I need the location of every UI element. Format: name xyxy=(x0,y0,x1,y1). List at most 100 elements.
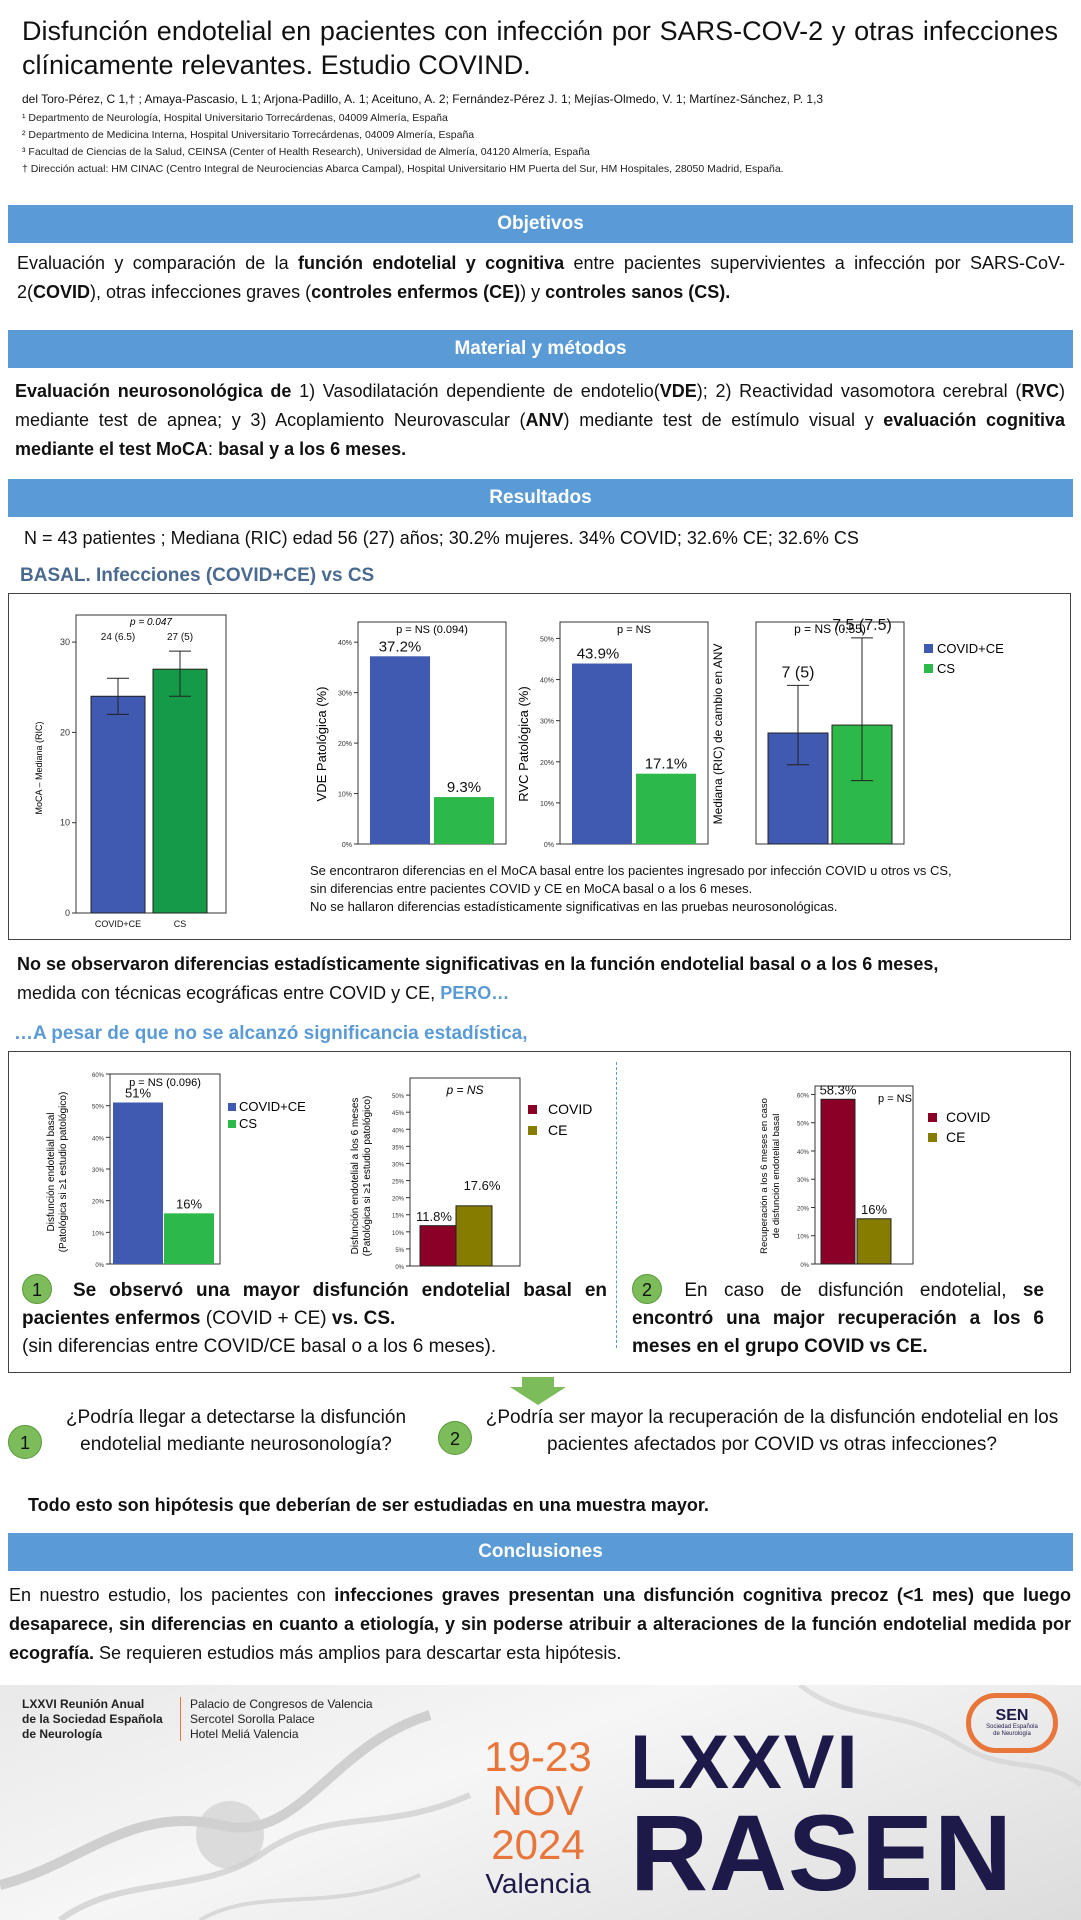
y-tick-label: 20% xyxy=(392,1197,405,1203)
footer-separator xyxy=(180,1697,181,1741)
finding-2-number: 2 xyxy=(632,1274,662,1304)
bar-ce xyxy=(455,1205,493,1267)
legend-swatch-covid-ce xyxy=(924,644,933,653)
data-label: 51% xyxy=(125,1086,151,1101)
legend-label-covid-ce: COVID+CE xyxy=(937,641,1004,656)
disf-6m-pvalue: p = NS xyxy=(445,1083,483,1097)
y-tick-label: 10% xyxy=(797,1235,810,1241)
y-tick-label: 30% xyxy=(92,1168,105,1174)
data-label: 27 (5) xyxy=(167,632,193,643)
question-1: ¿Podría llegar a detectarse la disfunció… xyxy=(65,1407,407,1455)
neuron-background-image xyxy=(0,1685,1081,1920)
y-tick-label: 30% xyxy=(540,719,554,726)
note-2: sin diferencias entre pacientes COVID y … xyxy=(310,881,753,896)
data-label: 16% xyxy=(861,1202,887,1217)
bar-cs xyxy=(434,797,494,844)
y-tick-label: 0% xyxy=(800,1263,809,1269)
bar-cs xyxy=(152,668,208,914)
y-tick-label: 10% xyxy=(540,801,554,808)
rvc-plot-frame xyxy=(559,621,709,845)
bar-covid-ce xyxy=(370,656,430,844)
data-label: 16% xyxy=(176,1196,202,1211)
vde-pvalue: p = NS (0.094) xyxy=(396,624,468,636)
metodos-text: Evaluación neurosonológica de 1) Vasodil… xyxy=(15,381,1065,459)
data-label: 37.2% xyxy=(379,638,422,655)
results-summary: N = 43 patientes ; Mediana (RIC) edad 56… xyxy=(24,528,859,548)
down-arrow-icon xyxy=(510,1377,566,1405)
anv-chart: 7 (5) 7.5 (7.5) Mediana (RIC) de cambio e… xyxy=(711,617,905,845)
bar-covid-ce xyxy=(572,663,632,844)
rvc-pvalue: p = NS xyxy=(617,624,651,636)
anv-plot-frame xyxy=(755,621,905,845)
findings-divider xyxy=(616,1062,617,1348)
y-tick-label: 0% xyxy=(342,842,352,849)
y-tick-label: 30% xyxy=(392,1162,405,1168)
legend-label-covid-ce: COVID+CE xyxy=(239,1099,306,1114)
pesar-heading: …A pesar de que no se alcanzó significan… xyxy=(14,1023,528,1044)
bar-covid-ce xyxy=(113,1102,163,1264)
y-tick-label: 10% xyxy=(92,1231,105,1237)
bar-covid xyxy=(419,1225,457,1267)
y-tick-label: 0% xyxy=(95,1263,104,1269)
metodos-heading: Material y métodos xyxy=(8,330,1073,368)
bar-covid xyxy=(820,1098,856,1265)
data-label: 7 (5) xyxy=(782,664,815,681)
data-label: 11.8% xyxy=(416,1209,452,1224)
venue-list: Palacio de Congresos de Valencia Sercote… xyxy=(190,1697,373,1741)
y-tick-label: 10 xyxy=(60,818,70,828)
data-label: 17.1% xyxy=(645,756,688,773)
affiliation-4: † Dirección actual: HM CINAC (Centro Int… xyxy=(22,163,784,175)
disf-basal-ylabel-1: Disfunción endotelial basal xyxy=(46,1113,57,1232)
findings-box xyxy=(8,1051,1071,1373)
category-label: CS xyxy=(174,919,187,929)
legend-swatch-ce xyxy=(528,1126,537,1135)
y-tick-label: 30% xyxy=(797,1178,810,1184)
anv-pvalue: p = NS (0.55) xyxy=(794,622,866,636)
y-tick-label: 50% xyxy=(92,1105,105,1111)
note-3: No se hallaron diferencias estadísticame… xyxy=(310,899,838,914)
question-1-number: 1 xyxy=(8,1425,42,1459)
hypothesis-note: Todo esto son hipótesis que deberían de … xyxy=(28,1495,709,1515)
recuperacion-legend: COVID CE xyxy=(928,1109,990,1145)
recuperacion-ylabel-2: de disfunción endotelial basal xyxy=(771,1114,782,1239)
moca-ylabel: MoCA – Mediana (RIC) xyxy=(34,721,44,814)
basal-heading: BASAL. Infecciones (COVID+CE) vs CS xyxy=(20,565,375,586)
anv-legend: COVID+CE CS xyxy=(924,641,1004,676)
y-tick-label: 20% xyxy=(540,760,554,767)
legend-swatch-covid xyxy=(928,1113,937,1122)
rvc-chart: 0% 10% 20% 30% 40% 50% 43.9% 17.1% RVC Patológi… xyxy=(516,621,709,849)
y-tick-label: 50% xyxy=(540,636,554,643)
disf-basal-chart: 0% 10% 20% 30% 40% 50% 60% 51% 16% Disfunción en… xyxy=(46,1073,221,1269)
bar-ce xyxy=(856,1218,892,1265)
affiliation-2: ² Departmento de Medicina Interna, Hospi… xyxy=(22,129,475,141)
y-tick-label: 60% xyxy=(92,1073,105,1079)
y-tick-label: 30 xyxy=(60,637,70,647)
finding-1: 1 Se observó una mayor disfunción endote… xyxy=(22,1274,607,1361)
y-tick-label: 40% xyxy=(392,1128,405,1134)
brand-rasen: RASEN xyxy=(630,1792,1014,1913)
y-tick-label: 0 xyxy=(65,908,70,918)
legend-label-ce: CE xyxy=(946,1129,965,1145)
poster-title: Disfunción endotelial en pacientes con i… xyxy=(22,16,1058,80)
y-tick-label: 0% xyxy=(395,1265,404,1271)
y-tick-label: 50% xyxy=(797,1122,810,1128)
y-tick-label: 30% xyxy=(338,691,352,698)
brand-lxxvi: LXXVI xyxy=(630,1720,860,1805)
moca-pvalue: p = 0.047 xyxy=(129,617,172,628)
vde-plot-frame xyxy=(357,621,507,845)
objetivos-heading: Objetivos xyxy=(8,205,1073,243)
moca-plot-frame xyxy=(75,614,227,914)
recuperacion-ylabel-1: Recuperación a los 6 meses en caso xyxy=(759,1098,770,1254)
finding-2: 2 En caso de disfunción endotelial, se e… xyxy=(632,1274,1044,1361)
statement-line2: medida con técnicas ecográficas entre CO… xyxy=(17,983,510,1003)
vde-chart: 0% 10% 20% 30% 40% 37.2% 9.3% VDE Patológica (… xyxy=(314,621,507,849)
vde-ylabel: VDE Patológica (%) xyxy=(314,687,329,802)
note-1: Se encontraron diferencias en el MoCA ba… xyxy=(310,863,952,878)
data-label: 43.9% xyxy=(577,646,620,663)
data-label: 58.3% xyxy=(820,1084,857,1097)
conclusiones-text: En nuestro estudio, los pacientes con in… xyxy=(9,1585,1071,1663)
legend-label-cs: CS xyxy=(239,1116,257,1131)
basal-notes: Se encontraron diferencias en el MoCA ba… xyxy=(310,862,1050,916)
objetivos-text: Evaluación y comparación de la función e… xyxy=(17,253,1065,302)
disf-6m-legend: COVID CE xyxy=(528,1101,592,1138)
